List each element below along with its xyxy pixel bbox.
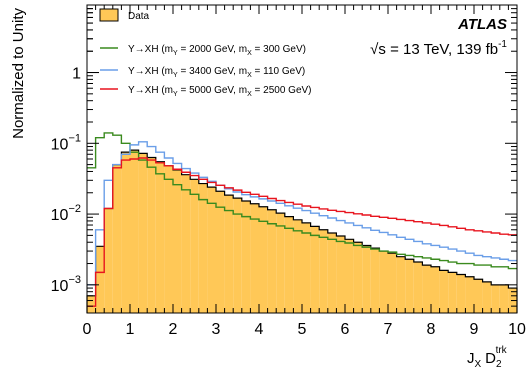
data-bin-bar [284, 216, 294, 313]
x-tick-label: 0 [83, 321, 92, 338]
x-tick-label: 2 [169, 321, 178, 338]
data-bin-bar [422, 265, 431, 313]
data-bin-bar [336, 235, 345, 313]
y-axis-title: Normalized to Unity [10, 8, 27, 139]
data-bin-bar [130, 150, 139, 313]
x-tick-label: 4 [255, 321, 264, 338]
data-bin-bar [267, 209, 277, 313]
data-bin-bar [327, 233, 337, 313]
y-tick-label: 10−1 [51, 132, 81, 153]
data-bin-bar [396, 256, 406, 313]
data-bin-bar [499, 284, 509, 313]
data-bin-bar [104, 208, 113, 313]
energy-luminosity-label: √s = 13 TeV, 139 fb-1 [370, 39, 507, 58]
data-bin-bar [474, 279, 483, 313]
x-tick-label: 9 [470, 321, 479, 338]
series-line-signal-3 [87, 157, 517, 307]
x-tick-label: 3 [212, 321, 221, 338]
data-bin-bar [448, 272, 457, 313]
data-bin-bar [198, 183, 208, 313]
data-bin-bar [121, 152, 130, 313]
data-bin-bar [379, 251, 388, 313]
data-bin-bar [276, 213, 285, 313]
data-bin-bar [319, 229, 328, 313]
data-bin-bar [345, 239, 354, 313]
data-bin-bar [155, 161, 165, 313]
y-tick-label: 1 [72, 66, 81, 83]
experiment-label: ATLAS [457, 16, 507, 33]
data-bin-bar [362, 245, 371, 313]
data-bin-bar [173, 169, 182, 313]
data-bin-bar [388, 253, 397, 313]
y-tick-label: 10−2 [51, 203, 81, 224]
data-bin-bar [241, 200, 251, 313]
data-bin-bar [138, 153, 148, 313]
data-bin-bar [465, 276, 474, 313]
data-bin-bar [353, 242, 363, 313]
data-bin-bar [456, 274, 466, 313]
data-bin-bar [482, 281, 492, 313]
x-tick-label: 1 [126, 321, 135, 338]
x-tick-label: 7 [384, 321, 393, 338]
data-bin-bar [181, 174, 191, 313]
data-bin-bar [112, 164, 122, 313]
x-axis-title: JX D2trk [467, 345, 508, 370]
data-bin-bar [302, 222, 311, 313]
y-tick-label: 10−3 [51, 274, 81, 295]
data-bin-bar [164, 165, 173, 313]
axis-ticks-layer: 0 1 2 3 4 5 6 7 8 9 10 10−3 10−2 10−1 1 [51, 4, 526, 338]
legend-label-signal-3: Y→XH (mY = 5000 GeV, mX = 2500 GeV) [128, 85, 312, 98]
series-line-signal-1 [87, 132, 517, 270]
x-tick-label: 10 [508, 321, 526, 338]
x-tick-label: 8 [427, 321, 436, 338]
x-tick-label: 5 [298, 321, 307, 338]
data-bin-bar [259, 206, 268, 313]
data-bin-bar [310, 226, 320, 313]
histogram-series-layer [86, 132, 518, 313]
data-bin-bar [233, 198, 242, 313]
data-bin-bar [250, 203, 259, 313]
data-bin-bar [293, 219, 302, 313]
legend-label-signal-2: Y→XH (mY = 3400 GeV, mX = 110 GeV) [128, 66, 305, 79]
legend: Data Y→XH (mY = 2000 GeV, mX = 300 GeV) … [99, 8, 312, 98]
data-bin-bar [405, 259, 414, 313]
data-bin-bar [87, 295, 96, 313]
data-bin-bar [413, 262, 423, 313]
data-bin-bar [95, 246, 105, 313]
data-bin-bar [216, 191, 225, 313]
series-line-signal-2 [87, 141, 517, 286]
data-bin-bar [431, 266, 440, 313]
legend-swatch-data [99, 8, 119, 22]
data-bin-bar [207, 187, 216, 313]
data-bin-bar [439, 270, 449, 313]
data-bin-bar [224, 195, 234, 313]
x-tick-label: 6 [341, 321, 350, 338]
data-bin-bar [370, 248, 380, 313]
data-bin-bar [190, 179, 199, 313]
data-bin-bar [491, 284, 500, 313]
legend-label-signal-1: Y→XH (mY = 2000 GeV, mX = 300 GeV) [128, 44, 306, 57]
legend-label-data: Data [128, 11, 150, 22]
data-bin-bar [147, 157, 156, 313]
